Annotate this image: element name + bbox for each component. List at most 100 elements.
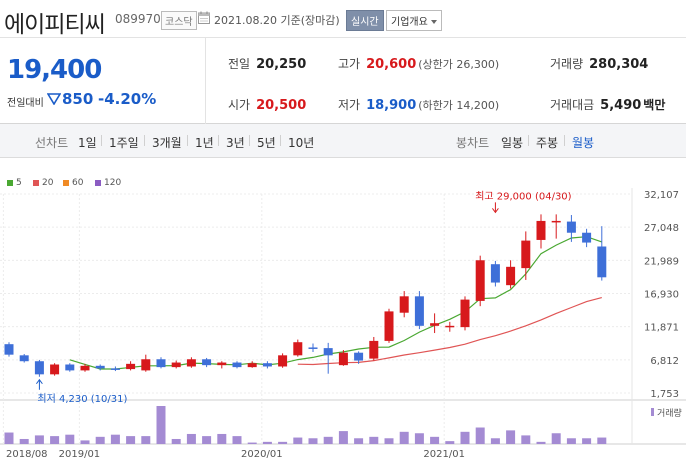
stock-header: 에이피티씨 089970 코스닥 2021.08.20 기준(장마감) 실시간 … [0,0,686,38]
volume-bar [521,435,531,444]
tab-line-1d[interactable]: 1일 [78,136,97,150]
tab-divider [144,135,145,146]
candle-body [202,359,212,366]
amount-unit: 백만 [643,98,666,112]
volume-bar [445,441,455,444]
candle-body [4,344,14,355]
x-tick-label: 2019/01 [59,449,101,460]
tab-line-10y[interactable]: 10년 [288,136,315,150]
volume-bar [369,436,379,444]
candle-body [50,364,60,375]
down-triangle-icon [47,93,61,105]
volume-bar [475,427,485,444]
tab-line-1y[interactable]: 1년 [195,136,214,150]
ma20-line [297,297,602,366]
quote-panel: 19,400 전일대비 850 -4.20% 전일 20,250 시가 20,500… [0,38,686,124]
legend-ma20: 20 [33,178,53,188]
candle-body [156,359,166,368]
volume-bar [110,434,120,444]
prev-close-stat: 전일 20,250 [228,55,306,72]
x-tick-label: 2018/08 [6,449,48,460]
prev-close-label: 전일 [228,57,251,71]
volume-bar [536,441,546,444]
tab-divider [280,135,281,146]
candle-body [141,359,151,371]
company-info-dropdown[interactable]: 기업개요 [386,10,442,31]
max-marker-arrow [492,208,499,214]
tab-candle-daily[interactable]: 일봉 [501,136,524,150]
calendar-icon [198,11,210,24]
prev-close-value: 20,250 [256,57,307,72]
volume-bar [202,436,212,444]
high-value: 20,600 [366,57,417,72]
volume-legend-swatch [651,408,654,416]
volume-bar [597,437,607,444]
market-badge: 코스닥 [161,11,197,30]
y-tick-label: 16,930 [644,290,679,301]
volume-bar [414,433,424,444]
volume-stat-label: 거래량 [550,57,584,71]
tab-candle-weekly[interactable]: 주봉 [536,136,559,150]
tab-divider [528,135,529,146]
volume-bar [50,436,60,444]
candle-body [247,363,257,368]
change-value: 850 [62,90,94,108]
volume-bar [323,436,333,444]
volume-bar [80,440,90,444]
volume-bar [278,441,288,444]
candle-body [582,232,592,243]
volume-bar [171,438,181,444]
volume-bar [460,431,470,444]
volume-bar [65,434,75,444]
volume-bar [399,431,409,444]
legend-swatch [7,179,13,186]
candle-body [308,347,318,349]
y-tick-label: 32,107 [644,190,679,201]
realtime-button[interactable]: 실시간 [346,10,384,31]
high-stat: 고가 20,600 (상한가 26,300) [338,55,499,72]
tab-line-3y[interactable]: 3년 [226,136,245,150]
candle-body [354,352,364,361]
candle-body [430,323,440,326]
tab-divider [101,135,102,146]
volume-bar [19,438,29,444]
candle-body [384,311,394,341]
candle-body [490,264,500,283]
candle-body [65,364,75,371]
tab-line-3m[interactable]: 3개월 [152,136,182,150]
candle-body [80,365,90,371]
amount-stat: 거래대금 5,490 백만 [550,96,665,113]
candle-body [232,362,242,368]
volume-bar [551,433,561,444]
x-tick-label: 2020/01 [241,449,283,460]
date-status: 2021.08.20 기준(장마감) [214,14,340,27]
volume-bar [232,436,242,444]
volume-bar [430,436,440,444]
candle-body [414,296,424,326]
candle-body [323,348,333,356]
x-tick-label: 2021/01 [423,449,465,460]
volume-bar [186,433,196,444]
stock-code: 089970 [115,12,161,26]
candle-body [278,355,288,367]
candle-body [399,296,409,313]
legend-ma5: 5 [7,178,22,188]
lower-limit: (하한가 14,200) [418,99,500,112]
tab-divider [564,135,565,146]
tab-candle-monthly[interactable]: 월봉 [572,136,595,150]
tab-line-1w[interactable]: 1주일 [109,136,139,150]
tab-divider [218,135,219,146]
tab-divider [187,135,188,146]
tab-line-5y[interactable]: 5년 [257,136,276,150]
volume-bar [262,441,272,444]
legend-ma120: 120 [95,178,121,188]
company-name: 에이피티씨 [4,12,106,38]
volume-bar [293,437,303,444]
candle-body [293,342,303,356]
price-chart[interactable]: 1,753 6,812 11,871 16,930 21,989 27,048 32,107… [0,188,686,470]
candle-body [338,352,348,366]
candle-body [460,299,470,328]
amount-label: 거래대금 [550,98,595,112]
y-tick-label: 1,753 [650,389,679,400]
chevron-down-icon [430,20,437,24]
